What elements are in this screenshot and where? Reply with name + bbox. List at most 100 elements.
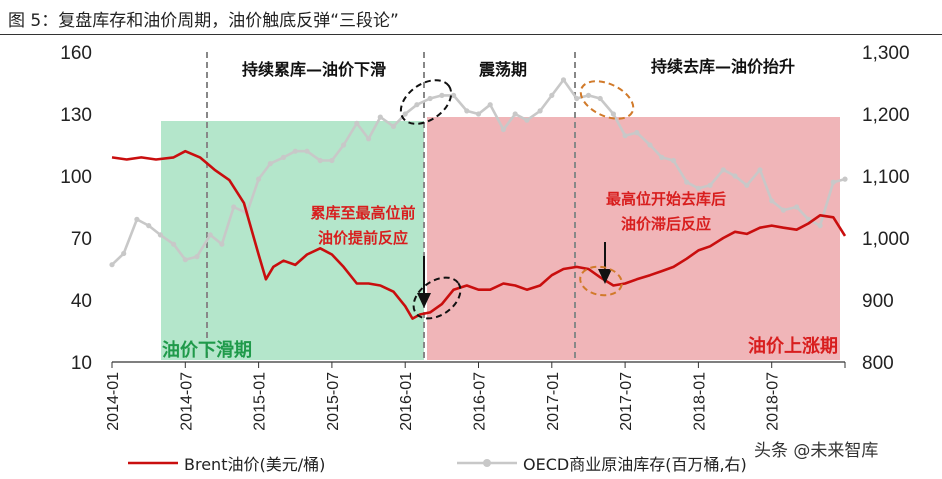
- oecd-point: [574, 95, 580, 102]
- oecd-point: [157, 232, 163, 238]
- oecd-point: [817, 223, 823, 229]
- legend-brent-label: Brent油价(美元/桶): [184, 455, 325, 474]
- oecd-point: [707, 182, 713, 188]
- oecd-point: [720, 167, 726, 173]
- chart-title: 图 5：复盘库存和油价周期，油价触底反弹“三段论”: [8, 11, 399, 31]
- phase-label-2: 震荡期: [478, 60, 527, 79]
- oecd-point: [377, 114, 383, 120]
- y-left-tick-label: 10: [71, 353, 92, 374]
- x-tick-label: 2015-07: [325, 372, 342, 431]
- oecd-point: [805, 216, 812, 222]
- red-zone: [427, 117, 840, 360]
- oecd-point: [659, 154, 665, 160]
- phase-label-1: 持续累库—油价下滑: [242, 60, 386, 79]
- oecd-point: [634, 130, 640, 136]
- oecd-point: [475, 111, 482, 117]
- oecd-point: [439, 92, 445, 98]
- oecd-point: [622, 133, 628, 139]
- y-right-tick-label: 1,200: [862, 105, 910, 126]
- axes-layer: 2014-01 2014-07 2015-01 2015-07 2016-01 2016-…: [60, 43, 909, 431]
- y-left-tick-label: 130: [60, 105, 92, 126]
- oecd-point: [402, 111, 408, 117]
- annotation-1-line-1: 累库至最高位前: [310, 204, 415, 222]
- oecd-point: [780, 207, 787, 213]
- legend-oecd-label: OECD商业原油库存(百万桶,右): [523, 455, 747, 474]
- oecd-point: [769, 198, 775, 204]
- y-right-tick-label: 900: [862, 291, 894, 312]
- oecd-point: [757, 167, 763, 173]
- oecd-point: [487, 102, 493, 108]
- brent-line: [111, 149, 847, 320]
- oecd-point: [537, 108, 543, 114]
- oecd-point: [794, 204, 800, 210]
- x-tick-label: 2014-01: [105, 372, 122, 431]
- watermark: 头条 @未来智库: [754, 441, 878, 461]
- oecd-point: [585, 92, 592, 98]
- series-layer: [109, 77, 848, 320]
- zone-label-red: 油价上涨期: [748, 335, 838, 357]
- x-tick-label: 2017-07: [618, 372, 635, 431]
- oecd-point: [182, 257, 188, 263]
- phase-label-3: 持续去库—油价抬升: [651, 57, 795, 76]
- oecd-point: [109, 262, 115, 268]
- highlight-ellipse-top: [579, 80, 635, 120]
- arrow-2-head: [598, 269, 612, 284]
- oecd-point: [524, 117, 530, 123]
- oecd-point: [256, 176, 262, 182]
- annotation-1-line-2: 油价提前反应: [318, 229, 408, 247]
- oecd-point: [500, 126, 506, 133]
- oecd-point: [684, 179, 690, 185]
- zone-label-green: 油价下滑期: [162, 339, 252, 361]
- oecd-point: [647, 142, 653, 148]
- oecd-point: [830, 179, 836, 185]
- oecd-point: [280, 154, 287, 160]
- arrow-1-head: [417, 293, 431, 308]
- oecd-point: [194, 254, 200, 260]
- x-tick-label: 2015-01: [252, 372, 269, 431]
- x-tick-label: 2016-07: [472, 372, 489, 431]
- x-tick-label: 2017-01: [545, 372, 562, 431]
- y-left-tick-label: 160: [60, 43, 92, 64]
- highlight-ellipse-lag: [579, 265, 623, 297]
- oecd-point: [670, 157, 677, 164]
- y-right-tick-label: 1,300: [862, 43, 910, 64]
- annotation-2-line-2: 油价滞后反应: [621, 215, 711, 233]
- annotation-2-line-1: 最高位开始去库后: [606, 190, 726, 208]
- y-left-tick-label: 40: [71, 291, 92, 312]
- highlight-ellipse-peak: [399, 79, 453, 125]
- y-right-tick-label: 800: [862, 353, 894, 374]
- oecd-point: [219, 241, 225, 247]
- oecd-point: [267, 161, 273, 167]
- y-right-tick-label: 1,100: [862, 167, 910, 188]
- oecd-point: [414, 102, 420, 108]
- oecd-point: [744, 182, 750, 188]
- oecd-point: [231, 204, 237, 210]
- oecd-point: [171, 241, 177, 247]
- oecd-point: [134, 216, 140, 222]
- highlight-ellipse-trough: [412, 276, 462, 320]
- oecd-point: [512, 111, 518, 117]
- oecd-point: [354, 120, 360, 126]
- oecd-point: [366, 136, 372, 142]
- x-tick-label: 2018-07: [765, 372, 782, 431]
- oecd-point: [341, 142, 347, 148]
- title-bar: 图 5：复盘库存和油价周期，油价触底反弹“三段论”: [0, 0, 942, 35]
- oecd-point: [207, 232, 213, 238]
- oecd-point: [390, 123, 397, 129]
- y-left-tick-label: 100: [60, 167, 92, 188]
- oecd-point: [292, 148, 298, 154]
- oecd-point: [329, 157, 335, 164]
- oecd-point: [610, 111, 617, 117]
- y-right-tick-label: 1,000: [862, 229, 910, 250]
- oecd-point: [597, 95, 603, 102]
- x-tick-label: 2016-01: [398, 372, 415, 431]
- oecd-point: [304, 148, 310, 154]
- oecd-point: [464, 108, 470, 114]
- oecd-point: [451, 92, 457, 98]
- oecd-point: [842, 176, 848, 182]
- oecd-point: [427, 95, 433, 102]
- y-left-tick-label: 70: [71, 229, 92, 250]
- oecd-point: [560, 77, 567, 83]
